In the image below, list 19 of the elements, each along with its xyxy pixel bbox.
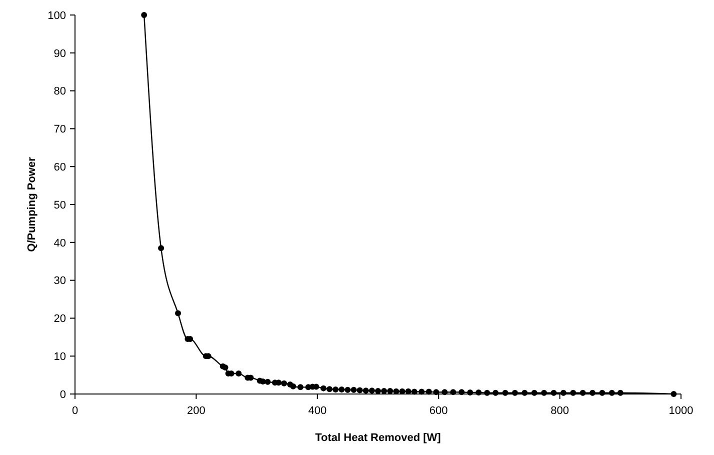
y-tick-label: 20 [54,313,66,326]
y-tick-label: 30 [54,275,66,288]
y-tick-label: 0 [60,388,66,401]
x-tick-label: 0 [72,405,78,417]
y-tick-label: 60 [54,161,66,174]
y-tick-label: 40 [54,237,66,250]
x-tick-label: 800 [550,405,569,417]
x-tick-label: 200 [187,405,206,417]
y-tick-label: 50 [54,199,66,212]
y-tick-label: 100 [48,10,66,22]
y-tick-label: 70 [54,124,66,136]
x-tick-label: 1000 [668,405,694,417]
y-tick-label: 80 [54,86,66,98]
y-tick-label: 90 [54,48,66,60]
y-tick-label: 10 [54,350,66,363]
x-axis-title: Total Heat Removed [W] [315,432,442,444]
x-tick-label: 600 [429,405,448,417]
x-tick-label: 400 [308,405,327,417]
y-axis-title: Q/Pumping Power [26,156,38,252]
